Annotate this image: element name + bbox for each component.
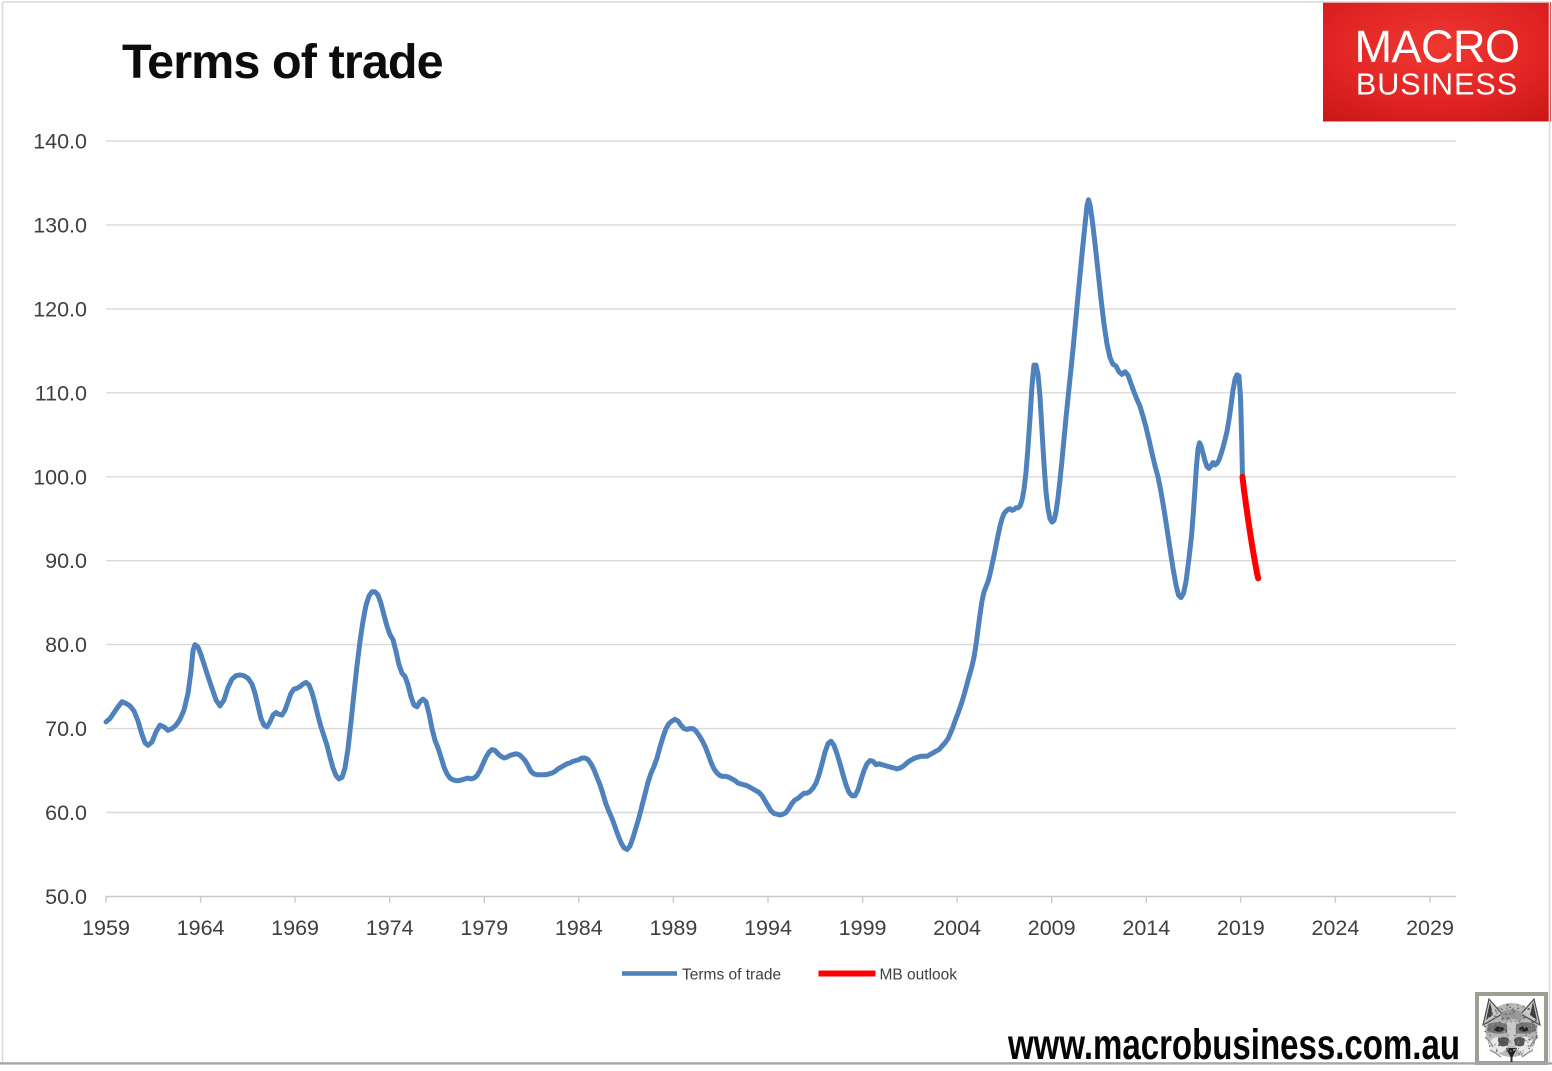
svg-text:BUSINESS: BUSINESS (1356, 68, 1518, 102)
svg-text:1979: 1979 (460, 916, 508, 940)
svg-text:2004: 2004 (933, 916, 981, 940)
svg-text:1969: 1969 (271, 916, 319, 940)
svg-text:1984: 1984 (555, 916, 603, 940)
svg-text:60.0: 60.0 (45, 801, 87, 825)
svg-text:90.0: 90.0 (45, 549, 87, 573)
svg-text:2009: 2009 (1028, 916, 1076, 940)
svg-text:70.0: 70.0 (45, 717, 87, 741)
svg-text:1974: 1974 (366, 916, 414, 940)
svg-text:1994: 1994 (744, 916, 792, 940)
svg-text:2029: 2029 (1406, 916, 1454, 940)
svg-text:MACRO: MACRO (1355, 21, 1520, 72)
svg-text:1999: 1999 (839, 916, 887, 940)
svg-text:140.0: 140.0 (33, 130, 87, 154)
svg-text:Terms of trade: Terms of trade (682, 967, 781, 984)
svg-text:Terms of trade: Terms of trade (122, 35, 443, 89)
svg-text:1964: 1964 (177, 916, 225, 940)
svg-text:110.0: 110.0 (35, 381, 87, 405)
svg-text:2024: 2024 (1311, 916, 1359, 940)
svg-text:130.0: 130.0 (33, 213, 87, 237)
svg-text:120.0: 120.0 (33, 297, 87, 321)
svg-text:www.macrobusiness.com.au: www.macrobusiness.com.au (1007, 1021, 1460, 1066)
svg-text:50.0: 50.0 (45, 885, 87, 909)
svg-text:1989: 1989 (649, 916, 697, 940)
svg-text:2019: 2019 (1217, 916, 1265, 940)
svg-text:MB outlook: MB outlook (880, 967, 958, 984)
svg-text:1959: 1959 (82, 916, 130, 940)
svg-text:80.0: 80.0 (45, 633, 87, 657)
svg-text:2014: 2014 (1122, 916, 1170, 940)
svg-text:100.0: 100.0 (33, 465, 87, 489)
